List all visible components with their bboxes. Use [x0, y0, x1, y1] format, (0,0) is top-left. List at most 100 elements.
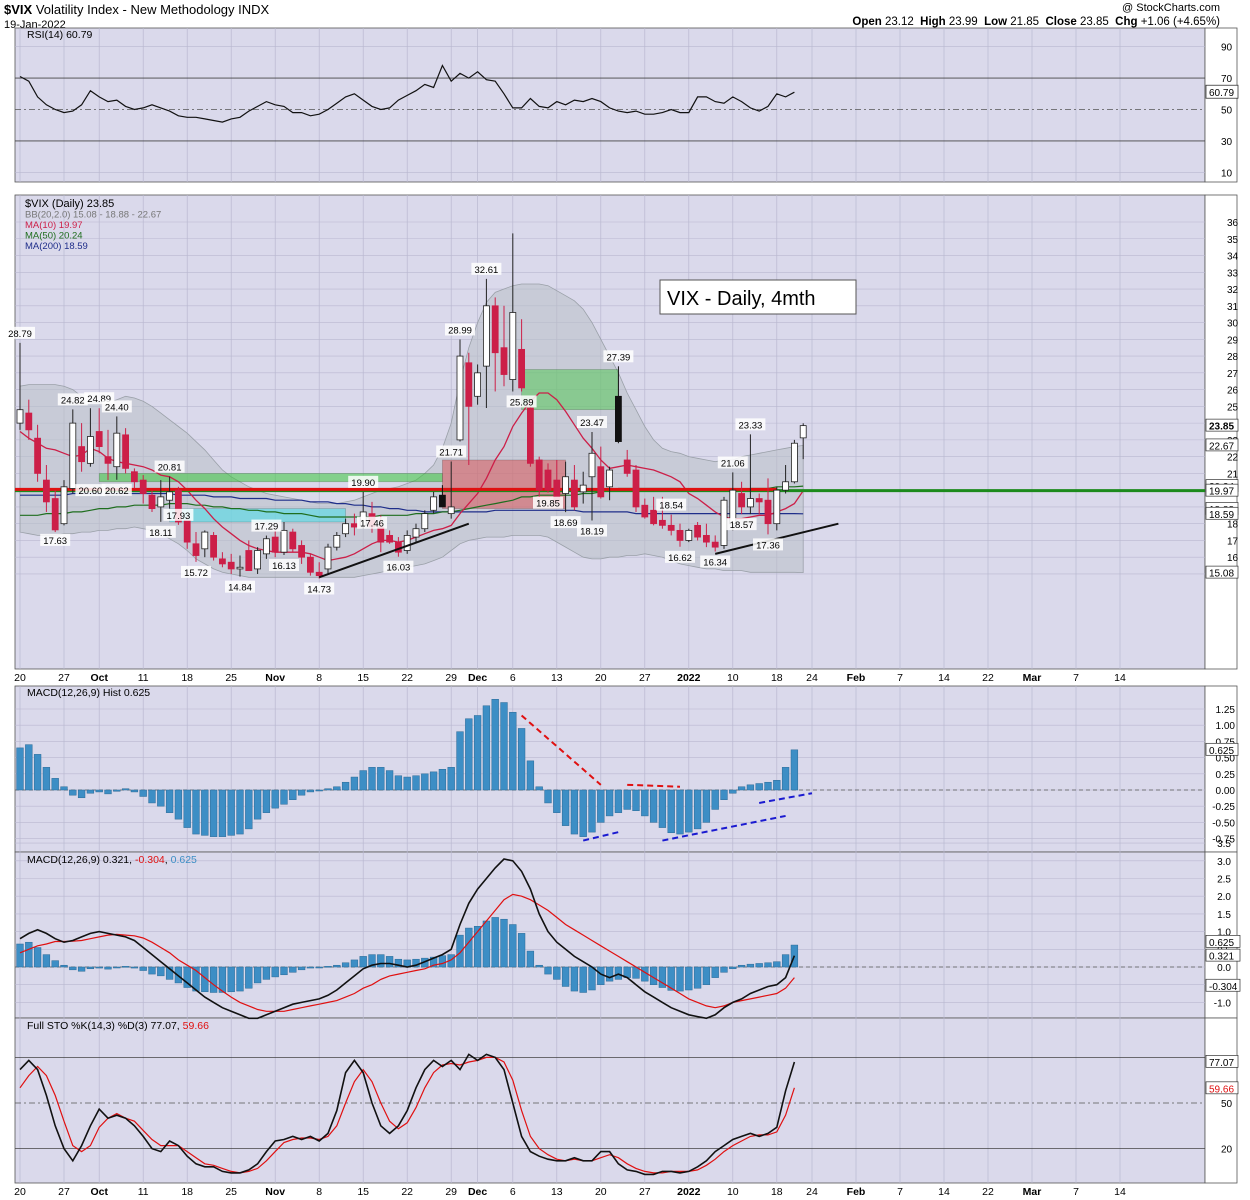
macd-y-tick: 3.5 — [1217, 839, 1231, 850]
x-tick-label: 29 — [445, 1186, 457, 1198]
macd-hist-bar — [588, 789, 596, 833]
x-tick-label: 25 — [225, 1186, 237, 1198]
x-tick-label: 10 — [727, 1186, 739, 1198]
price-label: 27.39 — [607, 352, 631, 363]
rsi-line — [19, 64, 795, 123]
price-right-label: 15.08 — [1209, 569, 1234, 580]
price-y-tick: 32 — [1227, 285, 1239, 296]
candle-body — [518, 348, 525, 389]
macd-legend-part: -0.304 — [135, 854, 165, 866]
macd-hist-bar — [421, 773, 429, 791]
macd-bar — [95, 966, 103, 969]
macd-bar — [526, 950, 535, 968]
price-label: 24.89 — [87, 394, 111, 405]
price-label: 16.03 — [387, 563, 411, 574]
macd-hist-bar — [465, 718, 473, 791]
candle-body — [157, 496, 165, 508]
price-label-bg — [735, 418, 766, 431]
candle-body — [588, 452, 596, 478]
price-label: 14.73 — [307, 584, 331, 595]
candle-body — [43, 479, 50, 503]
rsi-last-box — [1205, 84, 1239, 99]
macd-hist-bar — [333, 786, 341, 791]
macd-bar — [253, 966, 262, 984]
price-label-bg — [383, 560, 414, 573]
macd-hist-bar — [737, 786, 746, 791]
macd-hist-bar — [517, 728, 526, 791]
candle-body — [69, 422, 77, 489]
macd-bar — [157, 966, 165, 977]
macd-hist-bar — [394, 775, 403, 791]
sto-legend-part: 59.66 — [183, 1020, 209, 1032]
macd-bar — [517, 933, 526, 968]
candle-body — [500, 347, 508, 375]
x-tick-label: 14 — [938, 672, 950, 684]
candle-body — [350, 523, 358, 528]
macd-bar — [262, 966, 271, 980]
x-tick-label: Mar — [1023, 672, 1042, 684]
macd-signal-line — [19, 893, 795, 1012]
macd-hist-bar — [148, 789, 156, 804]
macd-hist-bar — [60, 786, 68, 791]
price-right-label: 19.97 — [1209, 487, 1234, 498]
x-tick-label: Dec — [468, 1186, 487, 1198]
macd-hist-bar — [104, 789, 112, 795]
macd-hist-red-dashed-1 — [520, 714, 602, 786]
price-label: 16.62 — [668, 553, 692, 564]
macd-bar — [60, 964, 68, 968]
price-y-tick: 16 — [1227, 553, 1239, 564]
trendline-nov — [318, 522, 470, 579]
axis-bg-main — [1204, 194, 1238, 670]
price-label: 18.57 — [730, 520, 754, 531]
candle-body — [25, 412, 33, 431]
macd-bar — [764, 962, 772, 968]
macd-bar — [271, 966, 279, 978]
candle-body — [782, 481, 789, 491]
price-label-bg — [251, 519, 282, 532]
macd-hist-bar — [121, 788, 130, 791]
macd-hist-last-label: 0.625 — [1209, 746, 1234, 757]
candle-body — [456, 355, 464, 441]
macd-bar — [315, 966, 323, 969]
macd-legend-part: 0.625 — [171, 854, 197, 866]
candle-body — [60, 486, 68, 525]
price-label-bg — [145, 525, 176, 538]
macd-hist-bar — [280, 789, 288, 805]
candle-body — [747, 498, 754, 508]
candle-body — [615, 395, 622, 442]
x-tick-label: 14 — [1114, 672, 1126, 684]
price-label-bg — [75, 484, 106, 497]
price-label: 32.61 — [475, 265, 499, 276]
macd-hist-bar — [218, 789, 227, 837]
macd-bar — [236, 966, 244, 992]
candle-body — [606, 469, 613, 488]
macd-bar — [33, 947, 42, 968]
symbol: $VIX — [4, 2, 33, 17]
price-label-bg — [154, 460, 185, 473]
macd-hist-bar — [192, 789, 200, 835]
macd-bar — [500, 918, 508, 968]
macd-bar — [667, 966, 675, 991]
price-label-bg — [550, 516, 581, 529]
price-label-bg — [101, 483, 132, 496]
macd-hist-bar — [491, 699, 499, 791]
macd-bar — [227, 966, 235, 993]
macd-hist-bar — [183, 789, 191, 828]
macd-hist-bar — [667, 789, 675, 834]
macd-y-tick: 0.0 — [1217, 963, 1231, 974]
x-tick-label: 13 — [551, 1186, 563, 1198]
sto-y-tick: 20 — [1221, 1145, 1233, 1156]
macd-hist-bar — [755, 783, 763, 791]
macd-bar — [104, 966, 112, 970]
price-right-box — [1205, 418, 1239, 432]
price-label: 18.19 — [580, 526, 604, 537]
price-y-tick: 34 — [1227, 252, 1239, 263]
candle-body — [87, 436, 94, 464]
x-tick-label: 24 — [806, 1186, 818, 1198]
macd-hist-bar — [614, 789, 623, 813]
price-label: 17.29 — [255, 522, 279, 533]
macd-hist-bar — [649, 789, 658, 823]
candle-body — [245, 550, 253, 572]
candle-body — [78, 446, 85, 463]
x-tick-label: Nov — [265, 672, 285, 684]
